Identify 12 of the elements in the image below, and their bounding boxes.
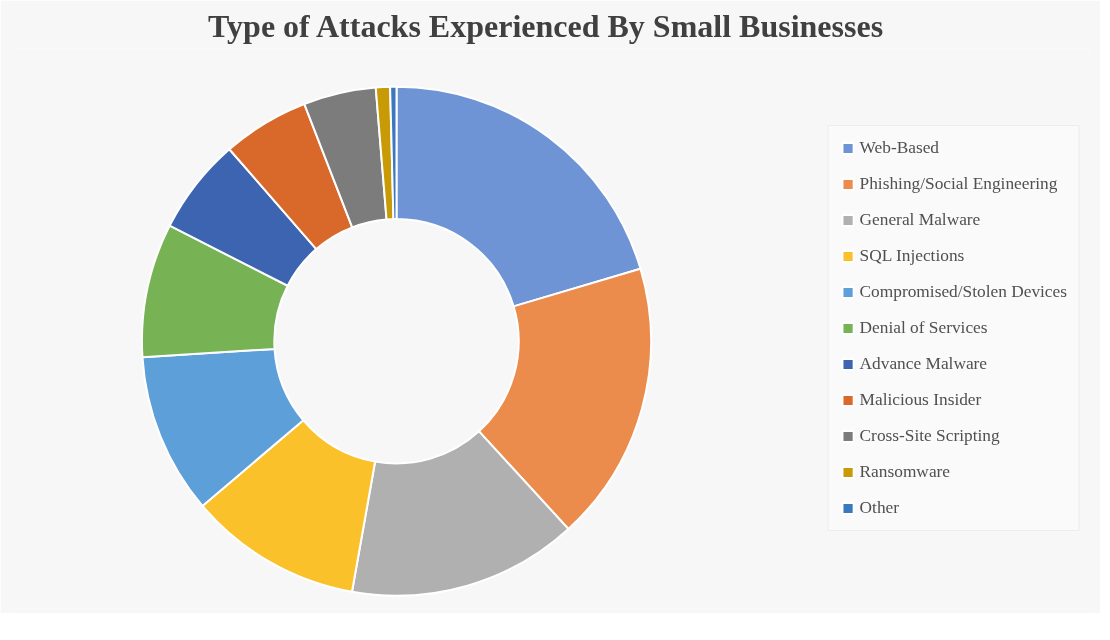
legend-label: General Malware xyxy=(859,210,981,230)
legend-label: Advance Malware xyxy=(859,354,988,374)
chart-title: Type of Attacks Experienced By Small Businesses xyxy=(208,7,884,44)
legend-label: Malicious Insider xyxy=(859,390,982,410)
legend-label: Ransomware xyxy=(859,462,951,482)
legend-label: Other xyxy=(859,498,900,518)
legend-label: SQL Injections xyxy=(859,246,965,266)
legend-label: Cross-Site Scripting xyxy=(859,426,1000,446)
legend-label: Denial of Services xyxy=(859,318,988,338)
legend-label: Web-Based xyxy=(859,138,940,158)
legend-label: Compromised/Stolen Devices xyxy=(859,282,1067,302)
legend-label: Phishing/Social Engineering xyxy=(859,174,1058,194)
